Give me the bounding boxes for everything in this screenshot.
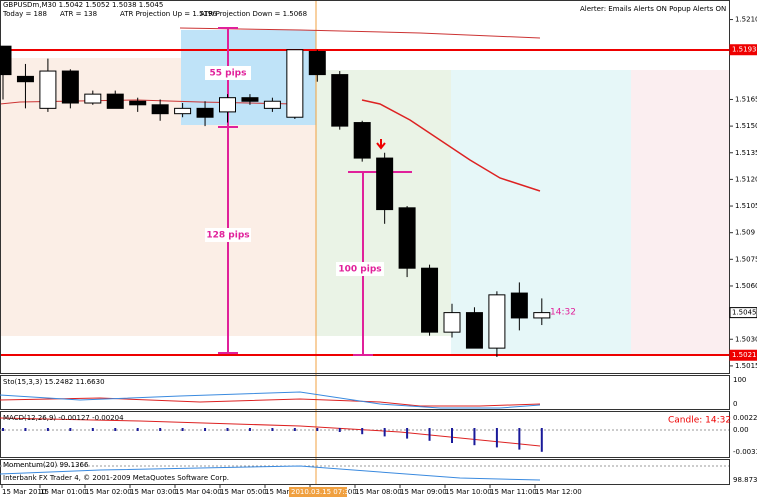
y-tick-label: 1.5105 xyxy=(735,202,757,210)
pips-label: 55 pips xyxy=(210,69,247,79)
candle-body xyxy=(219,97,236,113)
x-tick-label: 15 Mar 06:00 xyxy=(265,488,312,496)
label-bg xyxy=(336,262,384,276)
momentum-line xyxy=(0,465,541,481)
stat: ATR Projection Down = 1.5068 xyxy=(200,10,307,18)
x-tick-label: 15 Mar 03:00 xyxy=(130,488,177,496)
footer: Interbank FX Trader 4, © 2001-2009 MetaQ… xyxy=(3,474,229,482)
candle-body xyxy=(39,70,57,109)
x-tick-label: 15 Mar 01:00 xyxy=(40,488,87,496)
macd-axis: 0.00 xyxy=(733,426,749,434)
candle-body xyxy=(106,93,124,109)
macd-signal xyxy=(0,417,541,447)
candle-body xyxy=(61,70,79,104)
candle-body xyxy=(129,100,147,106)
price-box xyxy=(729,44,757,56)
cursor-time-bg xyxy=(289,487,347,497)
sto-line xyxy=(0,391,541,409)
x-tick-label: 15 Mar 10:00 xyxy=(445,488,492,496)
candle-body xyxy=(0,45,12,76)
candle-body xyxy=(376,157,394,211)
stat: Today = 188 xyxy=(2,10,47,18)
price-label: 1.5021 xyxy=(732,351,757,359)
x-tick-label: 15 Mar 08:00 xyxy=(355,488,402,496)
candle-body xyxy=(421,267,439,333)
y-tick-label: 1.5150 xyxy=(735,122,757,130)
price-label: 1.5193 xyxy=(732,46,757,54)
x-tick-label: 15 Mar 12:00 xyxy=(535,488,582,496)
candle-body xyxy=(263,100,281,109)
candle-timer: Candle: 14:32 xyxy=(668,416,731,426)
candle-body xyxy=(353,122,371,159)
alerter: Alerter: Emails Alerts ON Popup Alerts O… xyxy=(580,5,726,13)
y-tick-label: 1.5165 xyxy=(735,95,757,103)
y-tick-label: 1.5060 xyxy=(735,282,757,290)
macd-label: MACD(12,26,9) -0.00127 -0.00204 xyxy=(3,414,124,422)
candle-body xyxy=(16,75,34,83)
y-tick-label: 1.5210 xyxy=(735,16,757,24)
candle-body xyxy=(196,107,214,118)
price-box xyxy=(729,349,757,361)
candle-body xyxy=(174,107,192,115)
x-tick-label: 15 Mar 04:00 xyxy=(175,488,222,496)
candle-body xyxy=(510,292,528,319)
x-tick-label: 15 Mar 09:00 xyxy=(400,488,447,496)
y-tick-label: 1.5135 xyxy=(735,149,757,157)
pips-label: 128 pips xyxy=(206,231,249,241)
momentum-panel xyxy=(0,459,730,485)
candle-body xyxy=(84,93,102,104)
sto-axis: 0 xyxy=(733,400,737,408)
candle-body xyxy=(398,207,416,269)
price-box xyxy=(729,307,757,319)
label-bg xyxy=(205,66,251,80)
atr-line xyxy=(179,27,541,39)
zone xyxy=(631,70,729,355)
stat: ATR Projection Up = 1.5196 xyxy=(120,10,217,18)
momentum-axis: 98.8736 xyxy=(733,476,757,484)
candle-body xyxy=(308,51,326,76)
candle-body xyxy=(286,49,304,118)
macd-axis: -0.00334 xyxy=(733,448,757,456)
frame xyxy=(0,0,730,374)
macd-panel xyxy=(0,411,730,458)
candle-body xyxy=(151,104,169,115)
y-tick-label: 1.5030 xyxy=(735,335,757,343)
x-tick-label: 15 Mar 11:00 xyxy=(490,488,537,496)
y-tick-label: 1.5015 xyxy=(735,362,757,370)
macd-axis: 0.00223 xyxy=(733,414,757,422)
sto-panel xyxy=(0,375,730,410)
x-tick-label: 15 Mar 2010 xyxy=(2,488,46,496)
label-bg xyxy=(205,228,251,242)
y-tick-label: 1.5120 xyxy=(735,175,757,183)
candle-body xyxy=(465,312,483,349)
zone xyxy=(451,70,631,355)
momentum-label: Momentum(20) 99.1366 xyxy=(3,461,89,469)
candle-body xyxy=(488,294,506,349)
sto-axis: 100 xyxy=(733,376,746,384)
y-tick-label: 1.509 xyxy=(735,229,755,237)
y-tick-label: 1.5075 xyxy=(735,255,757,263)
candle-body xyxy=(331,74,349,127)
ma-line xyxy=(361,99,541,192)
x-tick-label: 15 Mar 05:00 xyxy=(220,488,267,496)
down-arrow xyxy=(376,139,386,150)
stat: ATR = 138 xyxy=(60,10,97,18)
timer-label: 14:32 xyxy=(550,308,576,318)
sto-label: Sto(15,3,3) 15.2482 11.6630 xyxy=(3,378,105,386)
candle-body xyxy=(443,312,461,333)
candle-body xyxy=(241,97,259,102)
x-tick-label: 15 Mar 02:00 xyxy=(85,488,132,496)
candle-body xyxy=(533,312,551,319)
price-label: 1.5045 xyxy=(732,309,757,317)
cursor-time: 2010.03.15 07:30 xyxy=(291,488,353,496)
pips-label: 100 pips xyxy=(338,265,381,275)
symbol-info: GBPUSDm,M30 1.5042 1.5052 1.5038 1.5045 xyxy=(3,1,163,9)
